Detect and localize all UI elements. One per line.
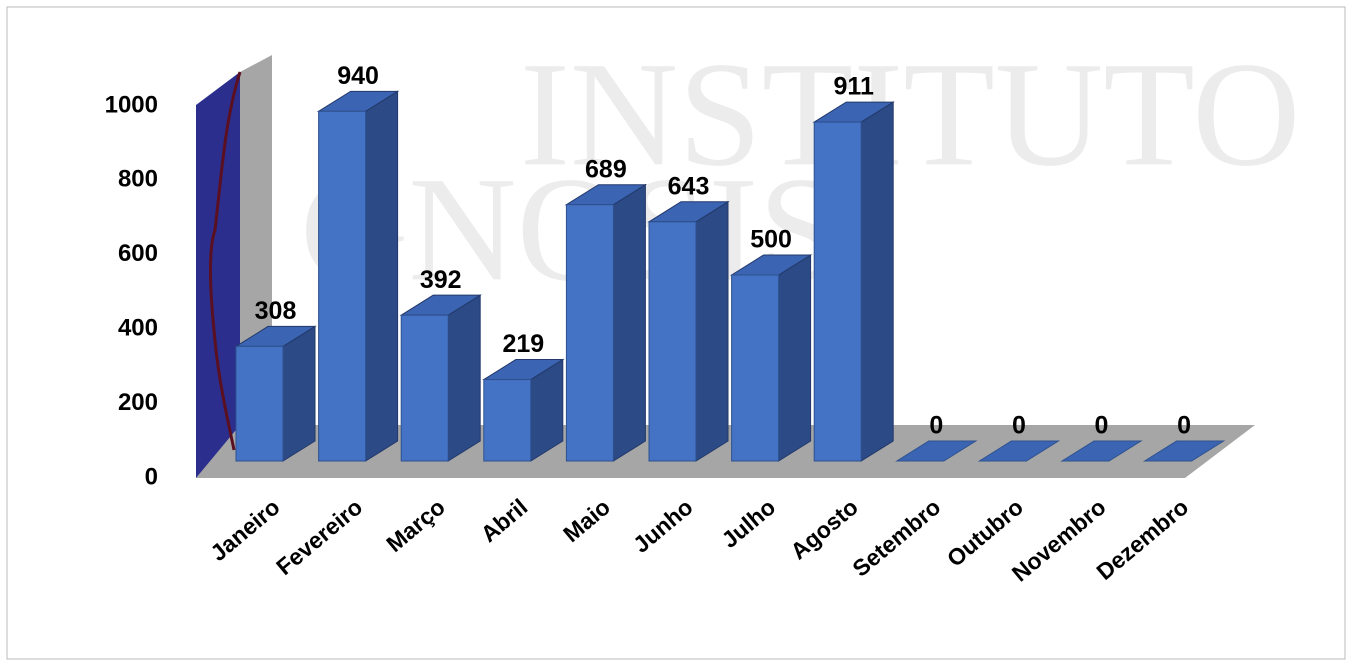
bar [400, 314, 449, 462]
wall-silhouette [208, 71, 242, 451]
value-label: 0 [1012, 412, 1026, 440]
value-label: 308 [255, 297, 297, 325]
value-label: 0 [1095, 412, 1109, 440]
bar [483, 379, 532, 462]
value-label: 392 [420, 266, 462, 294]
bar-side [860, 101, 894, 462]
value-label: 911 [834, 73, 874, 101]
bar [813, 121, 862, 462]
bar [235, 345, 284, 462]
bar-side [612, 183, 646, 462]
value-label: 219 [502, 330, 544, 358]
value-label: 0 [929, 412, 943, 440]
y-tick-label: 1000 [105, 91, 158, 118]
value-label: 500 [750, 226, 792, 254]
y-tick-label: 600 [118, 240, 158, 267]
bar-side [282, 325, 316, 462]
bar-side [695, 200, 729, 462]
watermark: INSTITUTO [520, 31, 1300, 197]
y-tick-label: 400 [118, 315, 158, 342]
bar [1142, 440, 1226, 462]
y-tick-label: 0 [145, 463, 158, 490]
y-tick-label: 800 [118, 166, 158, 193]
bar-side [365, 90, 399, 462]
bar [1060, 440, 1143, 462]
back-wall [196, 72, 240, 478]
value-label: 0 [1177, 412, 1191, 440]
bar [318, 110, 367, 462]
bar [731, 274, 780, 462]
bar [648, 221, 697, 462]
bar [565, 204, 614, 462]
value-label: 940 [337, 62, 379, 90]
value-label: 643 [668, 172, 710, 200]
y-tick-label: 200 [118, 389, 158, 416]
bar [977, 440, 1061, 462]
bar [895, 440, 978, 462]
bar-side [447, 294, 481, 462]
value-label: 689 [585, 155, 627, 183]
bar-side [778, 254, 812, 462]
